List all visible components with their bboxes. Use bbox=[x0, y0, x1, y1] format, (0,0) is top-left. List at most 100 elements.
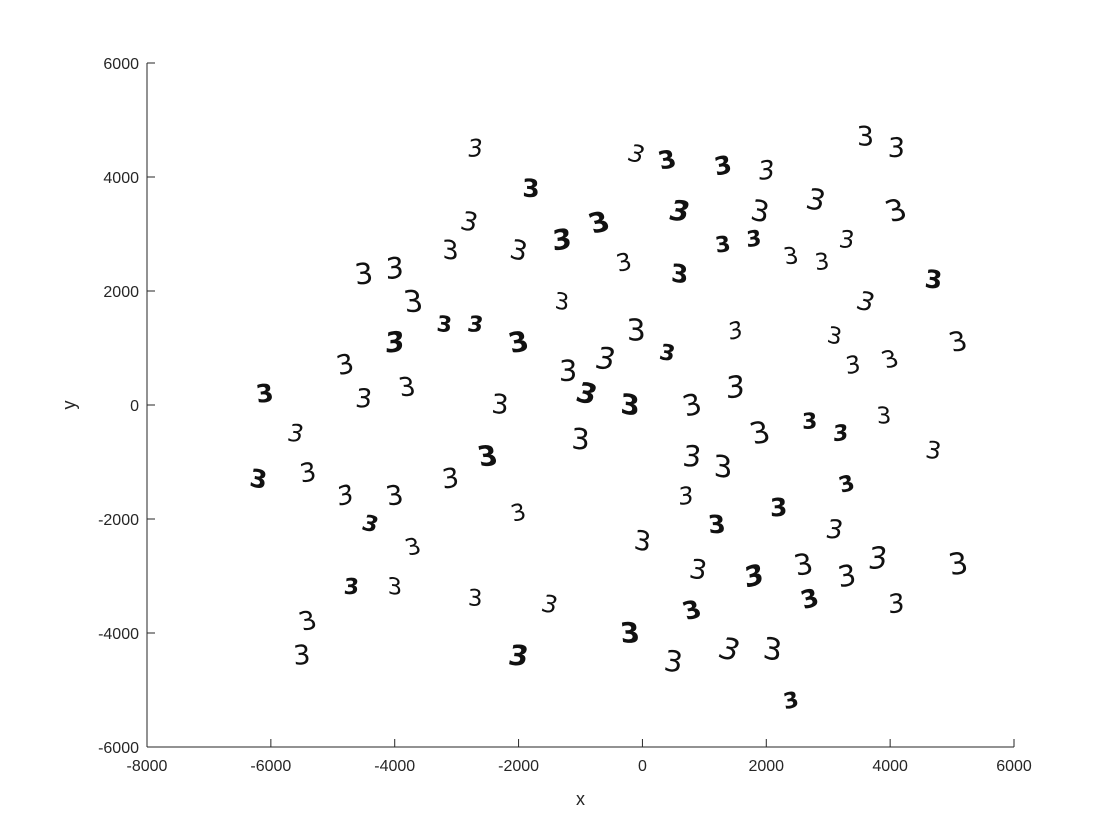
digit-point: 3 bbox=[877, 345, 902, 375]
digit-point: 3 bbox=[887, 133, 905, 164]
digit-point: 3 bbox=[554, 288, 570, 317]
digit-point: 3 bbox=[707, 510, 727, 539]
x-tick-label: -4000 bbox=[374, 758, 415, 775]
digit-point: 3 bbox=[551, 222, 573, 258]
digit-point: 3 bbox=[559, 353, 577, 388]
digit-point: 3 bbox=[769, 493, 787, 523]
digit-point: 3 bbox=[712, 150, 734, 182]
x-tick-label: -6000 bbox=[250, 758, 291, 775]
axes: -8000 -6000 -4000 -2000 0 2000 4000 6000-6000-4… bbox=[98, 56, 1032, 775]
digit-point: 3 bbox=[336, 479, 354, 513]
x-tick-label: -8000 bbox=[127, 758, 168, 775]
digit-point: 3 bbox=[508, 499, 528, 528]
y-tick-label: 6000 bbox=[103, 56, 139, 73]
y-tick-label: -6000 bbox=[98, 740, 139, 757]
digit-point: 3 bbox=[727, 316, 743, 347]
digit-point: 3 bbox=[825, 322, 844, 351]
x-tick-label: 6000 bbox=[996, 758, 1032, 775]
digit-point: 3 bbox=[837, 226, 856, 254]
digit-point: 3 bbox=[624, 139, 649, 169]
digit-point: 3 bbox=[713, 631, 745, 668]
digit-point: 3 bbox=[522, 173, 539, 203]
digit-point: 3 bbox=[662, 644, 685, 680]
digit-point: 3 bbox=[440, 462, 460, 496]
digit-point: 3 bbox=[923, 264, 943, 295]
digit-point: 3 bbox=[743, 557, 765, 595]
digit-point: 3 bbox=[467, 585, 483, 612]
digit-point: 3 bbox=[856, 121, 874, 153]
digit-point: 3 bbox=[678, 595, 705, 626]
digit-point: 3 bbox=[571, 422, 591, 457]
digit-point: 3 bbox=[781, 687, 800, 715]
digit-point: 3 bbox=[835, 557, 858, 594]
digit-point: 3 bbox=[353, 256, 375, 291]
digit-point: 3 bbox=[248, 463, 269, 495]
digit-point: 3 bbox=[665, 194, 694, 228]
digit-point: 3 bbox=[401, 285, 425, 320]
digit-point: 3 bbox=[466, 134, 484, 163]
digit-point: 3 bbox=[797, 583, 822, 615]
digit-point: 3 bbox=[402, 534, 424, 562]
y-tick-label: 2000 bbox=[103, 284, 139, 301]
digit-point: 3 bbox=[384, 325, 405, 360]
digit-point: 3 bbox=[465, 312, 485, 338]
digit-point: 3 bbox=[354, 384, 374, 414]
x-tick-label: 2000 bbox=[748, 758, 784, 775]
digit-point: 3 bbox=[343, 575, 360, 600]
digit-point: 3 bbox=[880, 193, 912, 230]
digit-point: 3 bbox=[745, 226, 762, 253]
digit-point: 3 bbox=[802, 409, 818, 435]
y-tick-label: -4000 bbox=[98, 626, 139, 643]
digit-point: 3 bbox=[292, 640, 311, 672]
y-axis-label: y bbox=[59, 401, 79, 410]
digit-point: 3 bbox=[670, 258, 688, 290]
digit-point: 3 bbox=[457, 207, 481, 239]
digit-point: 3 bbox=[946, 326, 971, 359]
digit-point: 3 bbox=[383, 480, 405, 513]
digit-point: 3 bbox=[713, 449, 732, 487]
y-tick-label: 4000 bbox=[103, 170, 139, 187]
x-tick-label: 4000 bbox=[872, 758, 908, 775]
digit-point: 3 bbox=[781, 244, 800, 270]
digit-point: 3 bbox=[748, 192, 772, 230]
digit-point: 3 bbox=[657, 340, 677, 367]
digit-point: 3 bbox=[298, 457, 318, 490]
digit-point: 3 bbox=[726, 369, 745, 406]
x-tick-label: -2000 bbox=[498, 758, 539, 775]
digit-point: 3 bbox=[385, 250, 404, 287]
digit-point: 3 bbox=[681, 439, 703, 473]
digit-point: 3 bbox=[823, 515, 846, 546]
digit-point: 3 bbox=[714, 232, 733, 258]
digit-point: 3 bbox=[506, 639, 531, 673]
digit-point: 3 bbox=[687, 554, 709, 587]
digit-point: 3 bbox=[852, 286, 878, 318]
digit-point: 3 bbox=[584, 205, 614, 240]
digit-point: 3 bbox=[613, 247, 634, 278]
digit-point: 3 bbox=[833, 420, 849, 448]
digit-point: 3 bbox=[396, 373, 418, 403]
digit-point: 3 bbox=[746, 415, 774, 452]
digit-point: 3 bbox=[359, 511, 382, 538]
digit-point: 3 bbox=[474, 440, 500, 473]
digit-point: 3 bbox=[791, 547, 816, 583]
digit-point: 3 bbox=[334, 348, 357, 382]
digit-point: 3 bbox=[761, 631, 783, 670]
digit-point: 3 bbox=[803, 182, 829, 218]
digit-point: 3 bbox=[836, 471, 858, 499]
digit-point: 3 bbox=[626, 313, 646, 349]
digit-point: 3 bbox=[655, 144, 679, 175]
digit-point: 3 bbox=[876, 403, 892, 429]
digit-point: 3 bbox=[295, 606, 321, 638]
digit-point: 3 bbox=[442, 235, 459, 267]
digit-point: 3 bbox=[923, 436, 943, 466]
digit-point: 3 bbox=[678, 481, 693, 511]
digit-point: 3 bbox=[490, 389, 509, 421]
digit-point: 3 bbox=[679, 386, 705, 423]
digit-point: 3 bbox=[844, 350, 862, 381]
digit-point: 3 bbox=[507, 234, 530, 268]
digit-point: 3 bbox=[592, 341, 620, 377]
digit-point: 3 bbox=[619, 617, 642, 650]
digit-point: 3 bbox=[435, 312, 453, 338]
